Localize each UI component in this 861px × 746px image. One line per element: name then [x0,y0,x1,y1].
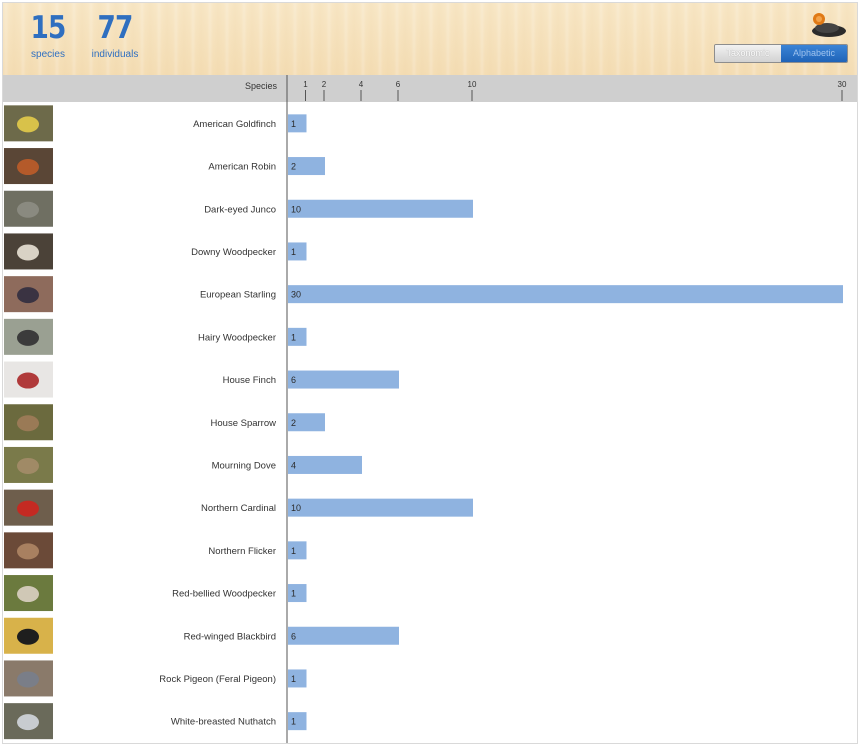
x-tick-label: 30 [838,80,847,89]
bar-9 [288,455,362,474]
bar-value-label: 1 [291,546,296,556]
sort-taxonomic-button[interactable]: Taxonomic [715,45,781,62]
bird-silhouette [17,671,39,688]
bar-4 [288,242,307,261]
species-count: 15 [30,10,67,46]
bar-value-label: 1 [291,589,296,599]
sort-toggle[interactable]: Taxonomic Alphabetic [714,44,848,63]
bar-value-label: 4 [291,460,296,470]
bar-value-label: 1 [291,674,296,684]
species-label: House Sparrow [211,418,277,429]
x-tick-label: 10 [468,80,477,89]
bar-value-label: 30 [291,290,301,300]
bar-15 [288,712,307,731]
bird-silhouette [17,329,39,346]
species-bar-chart: 1 2 4 6 10 30 American Goldfinch 1 American Robi… [4,75,847,743]
bar-11 [288,541,307,560]
sort-alphabetic-button[interactable]: Alphabetic [781,45,847,62]
species-label: Northern Cardinal [201,503,276,514]
species-label: Red-bellied Woodpecker [172,589,276,600]
species-column-header: Species [244,81,277,91]
bar-value-label: 6 [291,375,296,385]
individuals-count: 77 [97,10,134,46]
bar-3 [288,199,473,218]
bird-silhouette [17,244,39,261]
species-label: Hairy Woodpecker [198,332,276,343]
species-label: Mourning Dove [212,460,276,471]
bar-value-label: 10 [291,503,301,513]
species-count-label: species [31,49,65,60]
bar-14 [288,669,307,688]
species-label: Red-winged Blackbird [184,631,276,642]
species-label: European Starling [200,290,276,301]
bird-silhouette [17,116,39,133]
bar-1 [288,114,307,133]
x-tick-label: 4 [359,80,364,89]
bird-logo-icon [812,13,846,37]
bird-silhouette [17,628,39,645]
bird-silhouette [17,372,39,389]
bird-silhouette [17,714,39,731]
species-label: House Finch [223,375,276,386]
bird-silhouette [17,415,39,432]
species-stat: 15 species [25,11,71,61]
bird-silhouette [17,457,39,474]
species-label: Downy Woodpecker [191,247,276,258]
bird-silhouette [17,543,39,560]
axis-header-bar [3,75,857,102]
individuals-stat: 77 individuals [87,11,143,61]
bird-silhouette [17,159,39,176]
bird-silhouette [17,586,39,603]
species-label: Northern Flicker [208,546,276,557]
x-tick-label: 2 [322,80,327,89]
bar-value-label: 2 [291,418,296,428]
bar-6 [288,327,307,346]
bar-value-label: 1 [291,247,296,257]
bar-value-label: 1 [291,717,296,727]
summary-header: 15 species 77 individuals Taxonomic Alph… [3,3,857,75]
x-tick-label: 6 [396,80,401,89]
bar-13 [288,626,399,645]
bar-12 [288,584,307,603]
species-label: American Robin [208,162,276,173]
bar-5 [288,285,843,304]
bar-value-label: 6 [291,631,296,641]
bar-value-label: 1 [291,332,296,342]
species-label: Rock Pigeon (Feral Pigeon) [159,674,276,685]
bar-value-label: 2 [291,162,296,172]
bar-value-label: 10 [291,204,301,214]
bar-8 [288,413,325,432]
bar-10 [288,498,473,517]
bird-silhouette [17,287,39,304]
x-tick-label: 1 [303,80,308,89]
species-label: American Goldfinch [193,119,276,130]
bar-value-label: 1 [291,119,296,129]
bird-silhouette [17,201,39,218]
species-label: White-breasted Nuthatch [171,717,276,728]
species-label: Dark-eyed Junco [204,204,276,215]
bar-2 [288,157,325,176]
bar-7 [288,370,399,389]
bird-silhouette [17,500,39,517]
individuals-count-label: individuals [91,49,139,60]
